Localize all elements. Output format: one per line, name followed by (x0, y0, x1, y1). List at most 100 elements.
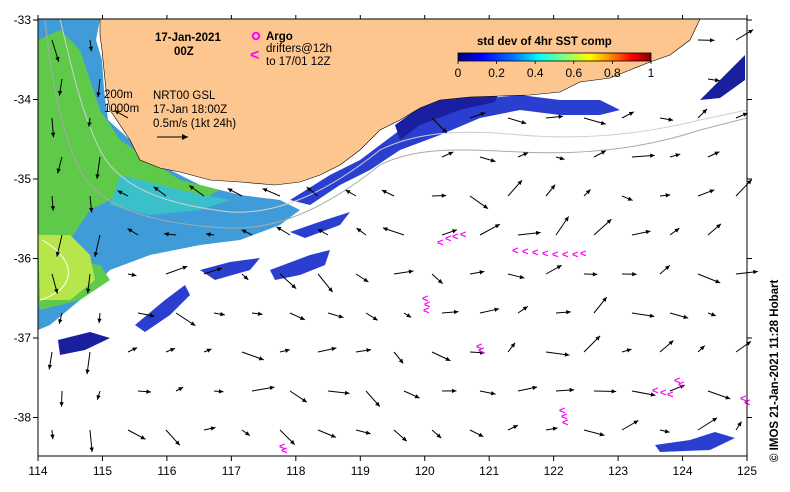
current-vectors (47, 29, 758, 453)
current-vector-head (556, 265, 562, 270)
drifter-position-icon: < (561, 411, 567, 423)
current-vector-head (382, 227, 388, 232)
current-vector-head (175, 440, 180, 446)
current-vector-head (47, 364, 53, 370)
x-tick-label: 123 (608, 464, 628, 478)
current-vector-head (414, 394, 420, 399)
current-vector-head (269, 385, 275, 391)
current-vector-head (408, 269, 414, 274)
current-vector-head (480, 112, 486, 117)
current-vector-head (182, 265, 188, 270)
current-vector-head (747, 179, 752, 185)
current-vector-head (585, 189, 591, 195)
contour-200m (59, 19, 747, 213)
colorbar-tick-label: 0.8 (604, 66, 621, 80)
current-vector-head (564, 216, 569, 222)
current-vector-head (54, 288, 59, 294)
current-vector-head (331, 346, 337, 352)
current-vector-head (375, 401, 380, 407)
drifter-position-icon: < (478, 345, 484, 357)
current-source-label: NRT00 GSL (153, 90, 216, 102)
current-vector-head (206, 348, 212, 353)
current-vector-head (356, 228, 362, 233)
current-vector-head (93, 252, 98, 257)
current-vector-head (50, 434, 55, 440)
current-vector-head (600, 120, 606, 126)
drifter-position-icon: < (522, 246, 528, 258)
sst-patch-2 (270, 250, 330, 280)
current-vector-head (550, 184, 556, 190)
sst-patch-5 (58, 332, 110, 355)
current-vector-head (406, 313, 412, 318)
drifter-position-icon: < (281, 445, 287, 457)
drifter-position-icon: < (423, 305, 429, 317)
current-vector-head (606, 219, 612, 224)
x-tick-label: 120 (415, 464, 435, 478)
current-vector-head (241, 229, 247, 234)
colorbar-tick-label: 0.4 (527, 66, 544, 80)
current-vector-head (479, 270, 485, 275)
current-vector-head (494, 224, 500, 229)
drifter-position-icon: < (562, 417, 568, 429)
current-vector-head (149, 313, 155, 318)
current-vector-head (602, 297, 607, 302)
current-vector-head (451, 388, 457, 394)
sst-field-cyan (110, 175, 230, 215)
current-vector-head (189, 185, 195, 190)
drifter-position-icon: < (279, 441, 285, 453)
drifter-position-icon: < (559, 405, 565, 417)
current-vector-head (748, 29, 754, 34)
drifter-position-icon: < (552, 249, 558, 261)
current-vector-head (170, 348, 176, 353)
y-tick-label: -37 (14, 331, 32, 345)
current-vector-head (190, 321, 196, 326)
sst-patch-6 (655, 432, 735, 452)
current-vector-head (517, 180, 523, 186)
drifter-position-icon: < (652, 385, 658, 397)
current-vector-head (566, 310, 571, 315)
current-vector-head (714, 77, 720, 83)
drifter-position-icon: < (532, 247, 538, 259)
current-vector-head (737, 421, 742, 427)
current-vector-head (345, 189, 351, 195)
current-vector-head (559, 156, 565, 161)
current-vector-head (338, 314, 344, 319)
current-vector-head (220, 311, 225, 317)
current-vector-head (206, 232, 211, 237)
current-vector-head (85, 369, 90, 375)
x-axis: 114 115 116 117 118 119 120 121 122 123 124 125 (28, 15, 757, 478)
colorbar-tick-label: 0 (455, 66, 462, 80)
current-vector-head (262, 188, 268, 193)
current-vector-head (366, 348, 372, 353)
current-vector-head (301, 397, 307, 403)
current-vector-head (88, 46, 94, 52)
current-vector-head (445, 356, 451, 361)
current-vector-head (490, 391, 496, 396)
current-vector-head (683, 314, 689, 319)
current-vector-head (217, 267, 223, 272)
sst-coastal-band (290, 95, 620, 205)
y-tick-label: -36 (14, 252, 32, 266)
current-vector-head (523, 152, 529, 157)
x-tick-label: 115 (93, 464, 112, 478)
current-vector-head (441, 128, 447, 133)
credit-label: © IMOS 21-Jan-2021 11:28 Hobart (769, 280, 781, 462)
y-tick-label: -35 (14, 172, 32, 186)
current-vector-head (127, 228, 133, 233)
sst-field-yellow (38, 235, 95, 300)
sst-patch-7 (700, 55, 745, 100)
current-vector-head (451, 229, 457, 234)
current-vector-head (512, 425, 518, 430)
current-vector-head (243, 275, 249, 280)
coastline (99, 19, 701, 186)
current-vector-head (519, 274, 525, 280)
current-vector-head (611, 389, 617, 394)
drifter-position-icon: < (452, 231, 458, 243)
current-vector-head (532, 385, 538, 391)
drifter-position-icon: < (572, 249, 578, 261)
current-vector-head (146, 389, 151, 394)
current-vector-head (328, 287, 333, 293)
drifter-position-icon: < (512, 245, 518, 257)
current-vector-head (317, 229, 323, 234)
drifter-position-icon: < (460, 229, 466, 241)
